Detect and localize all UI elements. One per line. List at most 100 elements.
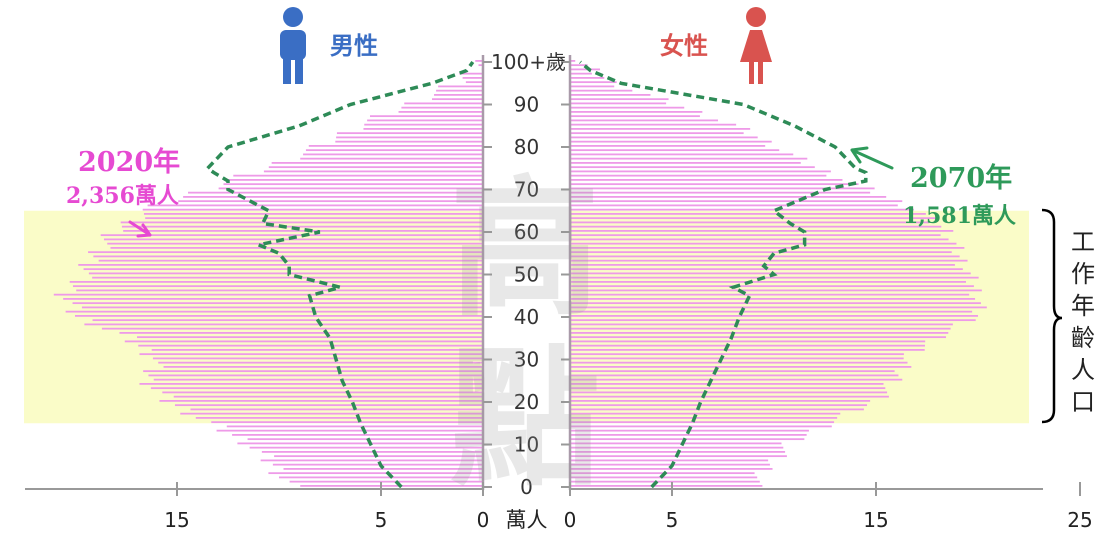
bar-2020-female (570, 472, 755, 475)
bar-2020-male (148, 374, 483, 377)
bar-2020-female (570, 200, 903, 203)
female-icon-dress (740, 30, 772, 62)
bar-2020-male (195, 417, 483, 419)
bar-2020-male (183, 196, 483, 198)
bar-2020-female (570, 327, 951, 330)
working-age-label: 工作年齡人口 (1071, 228, 1095, 416)
bar-2020-female (570, 98, 669, 101)
bar-2020-male (303, 153, 483, 156)
bar-2020-male (465, 81, 483, 84)
bar-2020-male (83, 268, 484, 271)
bar-2020-male (110, 247, 483, 249)
bar-2020-female (570, 153, 794, 156)
bar-2020-female (570, 391, 888, 394)
bar-2020-female (570, 230, 954, 232)
bar-2020-male (247, 438, 483, 441)
age-tick-label: 50 (514, 263, 539, 287)
bar-2020-female (570, 157, 808, 160)
bar-2020-female (570, 404, 868, 407)
bar-2020-male (120, 221, 484, 224)
bar-2020-male (223, 183, 483, 186)
bar-2020-male (272, 463, 483, 466)
bar-2020-female (570, 106, 685, 109)
bar-2020-female (570, 400, 871, 402)
bar-2020-male (145, 217, 483, 220)
bar-2020-female (570, 276, 979, 279)
bar-2020-female (570, 485, 763, 487)
male-icon (280, 7, 306, 84)
bar-2020-male (75, 315, 483, 317)
bar-2020-female (570, 408, 864, 411)
male-icon-head (283, 7, 303, 27)
bar-2020-male (180, 412, 483, 415)
bar-2020-male (103, 238, 483, 241)
bar-2020-male (53, 293, 484, 296)
bar-2020-female (570, 145, 766, 147)
bar-2020-female (570, 442, 782, 445)
bar-2020-male (462, 77, 483, 79)
bar-2020-female (570, 225, 942, 228)
bar-2020-female (570, 251, 952, 254)
bar-2020-female (570, 353, 904, 356)
bar-2020-male (274, 455, 483, 458)
bar-2020-female (570, 204, 898, 207)
bar-2020-male (178, 200, 483, 203)
bar-2020-male (174, 404, 483, 407)
bar-2020-male (98, 259, 483, 262)
bar-2020-male (268, 166, 483, 169)
bar-2020-female (570, 395, 889, 398)
bar-2020-female (570, 366, 912, 368)
bar-2020-male (119, 332, 484, 334)
icons-layer (280, 7, 772, 84)
axes-layer: 251550051525萬人 (25, 208, 1093, 532)
annotation-2020-year: 2020年 (78, 147, 181, 178)
bar-2020-male (190, 408, 484, 411)
bar-2020-male (300, 157, 483, 160)
bar-2020-male (139, 353, 484, 356)
x-tick-label-left: 15 (164, 508, 189, 532)
bar-2020-male (478, 64, 483, 67)
x-tick-label-left: 0 (477, 508, 490, 532)
bar-2020-female (570, 412, 841, 415)
bar-2020-male (279, 476, 483, 479)
bar-2020-female (570, 187, 875, 190)
bar-2020-female (570, 234, 941, 237)
bar-2020-male (162, 391, 483, 394)
bar-2020-female (570, 281, 967, 283)
annotation-2070-total: 1,581萬人 (903, 203, 1016, 229)
bar-2020-female (570, 111, 703, 113)
bar-2020-female (570, 183, 859, 186)
bar-2020-male (434, 94, 483, 96)
bar-2020-male (138, 344, 484, 347)
bar-2020-female (570, 425, 832, 428)
bar-2020-male (459, 72, 483, 75)
bar-2020-male (438, 85, 483, 88)
bar-2020-female (570, 208, 914, 211)
bar-2020-female (570, 336, 947, 339)
x-tick-label-right: 0 (564, 508, 577, 532)
bar-2020-male (124, 340, 483, 343)
age-tick-label: 0 (520, 475, 533, 499)
bar-2020-male (369, 115, 483, 118)
bar-2020-female (570, 344, 925, 347)
bar-2020-male (143, 370, 484, 373)
bar-2020-male (232, 434, 483, 436)
bar-2020-female (570, 136, 758, 139)
bar-2020-male (123, 230, 484, 232)
bar-2020-female (570, 293, 970, 296)
female-icon-head (746, 7, 766, 27)
x-tick-label-right: 5 (666, 508, 679, 532)
bar-2020-female (570, 459, 769, 462)
bar-2020-female (570, 421, 835, 424)
bar-2020-male (363, 128, 483, 130)
bar-2020-female (570, 72, 592, 75)
bar-2020-male (211, 421, 483, 424)
bar-2020-male (237, 442, 483, 445)
annotation-2020-total: 2,356萬人 (66, 183, 179, 209)
bar-2020-female (570, 340, 926, 343)
bar-2020-female (570, 272, 971, 275)
bar-2020-female (570, 149, 780, 152)
bar-2020-male (76, 289, 483, 292)
male-icon-leg (283, 56, 291, 84)
age-tick-label: 20 (514, 390, 539, 414)
